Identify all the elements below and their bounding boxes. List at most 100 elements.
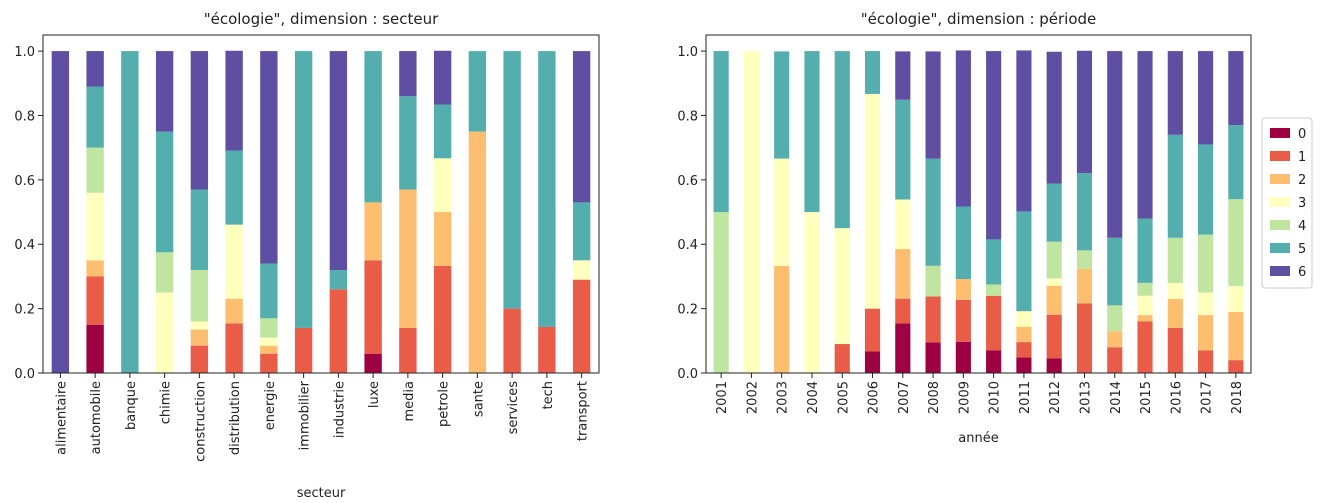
legend-label: 2 <box>1298 173 1306 188</box>
legend-label: 0 <box>1298 127 1306 142</box>
bar-segment <box>1016 311 1032 327</box>
bar-segment <box>260 337 278 346</box>
y-tick-label: 0.8 <box>677 109 698 124</box>
x-tick-label: 2013 <box>1078 381 1093 414</box>
bar-segment <box>468 51 487 132</box>
bar-segment <box>190 269 209 322</box>
bar-segment <box>1076 173 1093 251</box>
bar-segment <box>986 350 1002 373</box>
bar-segment <box>955 279 971 300</box>
x-tick-label: 2001 <box>715 381 730 414</box>
bar-segment <box>895 249 911 299</box>
x-tick-label: banque <box>124 381 139 430</box>
legend-swatch <box>1270 151 1290 161</box>
bar-segment <box>1137 218 1153 283</box>
bar-segment <box>895 298 911 324</box>
bar-segment <box>1167 298 1183 328</box>
legend-label: 3 <box>1298 196 1306 211</box>
bar-segment <box>1076 250 1093 269</box>
x-tick-label: 2010 <box>988 381 1003 414</box>
bar-segment <box>925 158 941 266</box>
bar-segment <box>895 51 911 100</box>
bar-segment <box>1046 183 1062 242</box>
bar-segment <box>864 351 881 373</box>
bar-segment <box>1198 315 1214 351</box>
bar-segment <box>329 51 348 270</box>
x-axis-label: secteur <box>297 486 346 501</box>
bar-segment <box>864 51 881 94</box>
x-tick-label: 2011 <box>1018 381 1033 414</box>
x-tick-label: immobilier <box>298 380 313 450</box>
legend-label: 5 <box>1298 242 1306 257</box>
bar-segment <box>864 308 881 352</box>
bar-segment <box>1046 358 1062 373</box>
bar-segment <box>190 345 209 373</box>
x-tick-label: 2016 <box>1169 381 1184 414</box>
x-tick-label: 2005 <box>836 381 851 414</box>
bar-segment <box>1137 282 1153 296</box>
bar-segment <box>86 86 104 148</box>
x-tick-label: construction <box>193 381 208 462</box>
bar-segment <box>986 239 1002 285</box>
bar-segment <box>1016 357 1032 373</box>
bar-segment <box>1107 331 1123 348</box>
bar-segment <box>1107 347 1123 373</box>
bar-segment <box>895 199 911 250</box>
bar-segment <box>1228 311 1244 361</box>
bar-segment <box>538 326 556 373</box>
bar-segment <box>1016 50 1032 212</box>
plot-frame <box>42 34 600 374</box>
bar-segment <box>1167 51 1183 135</box>
bar-segment <box>1137 295 1153 316</box>
bar-segment <box>864 93 881 309</box>
x-tick-label: luxe <box>367 381 382 408</box>
y-tick-label: 0.2 <box>14 303 35 318</box>
bar-segment <box>1046 51 1062 184</box>
y-tick-label: 0.0 <box>677 367 698 382</box>
x-tick-label: 2007 <box>897 381 912 414</box>
bar-segment <box>774 158 790 266</box>
bar-segment <box>399 51 417 97</box>
bar-segment <box>986 284 1002 296</box>
bar-segment <box>572 202 591 261</box>
bar-segment <box>986 295 1002 351</box>
bar-segment <box>1107 237 1123 306</box>
bar-segment <box>1167 134 1183 238</box>
plot-frame <box>705 34 1252 374</box>
y-tick-label: 0.0 <box>14 367 35 382</box>
bar-segment <box>155 252 174 293</box>
bar-segment <box>190 51 209 190</box>
bar-segment <box>225 298 243 324</box>
legend-label: 4 <box>1298 219 1306 234</box>
bar-segment <box>503 308 521 373</box>
bar-segment <box>468 131 487 373</box>
bar-segment <box>955 299 971 342</box>
x-tick-label: services <box>506 381 521 435</box>
x-tick-label: automobile <box>89 381 104 454</box>
bar-segment <box>260 353 278 373</box>
bar-segment <box>364 260 382 354</box>
bar-segment <box>1046 241 1062 279</box>
y-tick-label: 0.8 <box>14 109 35 124</box>
legend-swatch <box>1270 174 1290 184</box>
chart-title: "écologie", dimension : période <box>861 10 1097 28</box>
x-tick-label: 2002 <box>745 381 760 414</box>
bar-segment <box>86 147 104 193</box>
bar-segment <box>1046 314 1062 359</box>
bar-segment <box>1137 51 1153 219</box>
bar-segment <box>804 212 820 373</box>
bar-segment <box>260 345 278 354</box>
x-tick-label: petrole <box>437 381 452 427</box>
x-tick-label: industrie <box>332 381 347 438</box>
x-tick-label: distribution <box>228 381 243 455</box>
bar-segment <box>1167 327 1183 373</box>
bar-segment <box>713 51 729 213</box>
bar-segment <box>86 276 104 325</box>
bar-segment <box>743 51 759 373</box>
bar-segment <box>1076 303 1093 373</box>
y-tick-label: 0.2 <box>677 303 698 318</box>
bar-segment <box>329 289 348 373</box>
bar-segment <box>294 327 313 373</box>
bar-segment <box>1137 315 1153 322</box>
